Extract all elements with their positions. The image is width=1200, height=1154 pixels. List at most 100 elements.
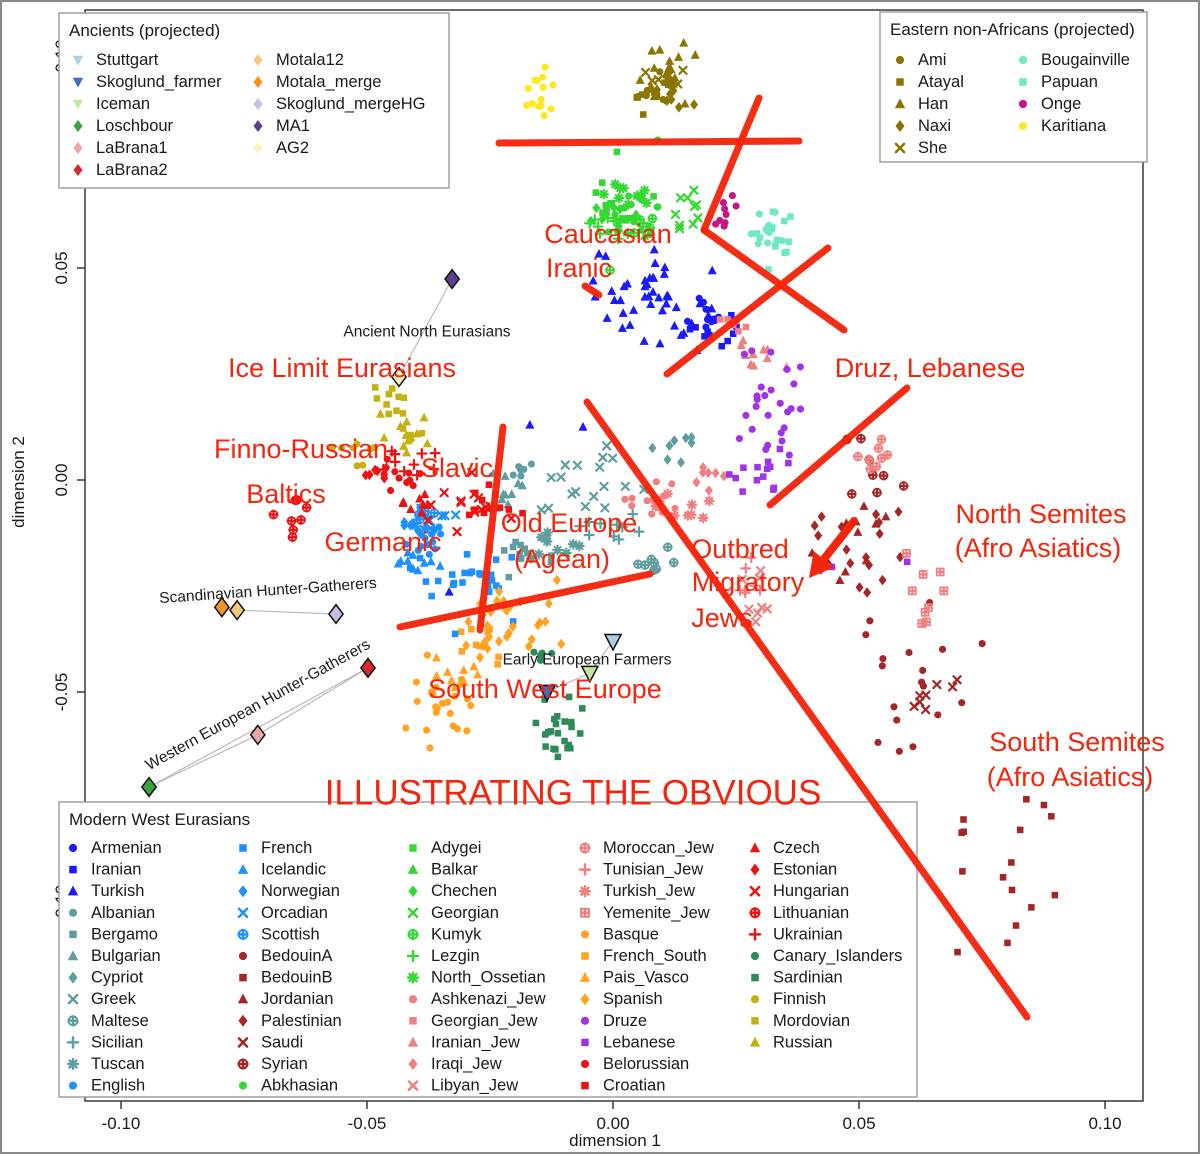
scatter-point-Onge: [722, 210, 730, 219]
scatter-point-Georgian: [688, 219, 698, 229]
scatter-point-Georgian: [693, 213, 703, 223]
population-cluster-Ukrainian: [377, 445, 441, 481]
scatter-point-Ashkenazi_Jew: [621, 495, 629, 503]
scatter-point-Tunisian_Jew: [745, 552, 757, 564]
scatter-point-BedouinB: [1004, 939, 1011, 947]
scatter-point-Chechen: [592, 202, 601, 214]
scatter-point-Hungarian: [467, 467, 477, 478]
red-annotation-label: Finno-Russian: [214, 434, 388, 464]
scatter-point-Iranian: [733, 323, 740, 330]
red-annotation-label: Germanic: [324, 527, 441, 557]
scatter-point-Spanish: [476, 652, 485, 663]
scatter-point-Karitiana: [539, 83, 547, 91]
scatter-point-Belorussian: [409, 482, 417, 490]
scatter-point-Turkish: [655, 338, 665, 348]
legend-label-Balkar: Balkar: [431, 861, 478, 879]
legend-label-Spanish: Spanish: [603, 990, 663, 1008]
legend-marker-BedouinB: [239, 973, 247, 982]
scatter-point-Palestinian: [896, 551, 905, 563]
legend-item-Turkish: Turkish: [67, 882, 144, 900]
legend-item-North_Ossetian: North_Ossetian: [406, 969, 546, 987]
legends: Ancients (projected) Eastern non-African…: [58, 11, 1148, 1098]
scatter-point-Bulgarian: [498, 489, 508, 499]
legend-marker-Iranian: [69, 865, 77, 874]
scatter-point-Druze: [767, 386, 775, 394]
population-cluster-Armenian: [683, 294, 723, 331]
scatter-point-Kumyk: [641, 221, 652, 232]
scatter-point-Mordovian: [383, 401, 390, 408]
legend-marker-Mordovian: [751, 1017, 759, 1025]
scatter-point-Iranian: [718, 342, 726, 350]
legend-label-Naxi: Naxi: [918, 117, 951, 135]
scatter-point-Syrian: [898, 480, 909, 491]
scatter-point-Maltese: [649, 565, 659, 576]
scatter-point-Iraqi_Jew: [711, 467, 720, 479]
scatter-point-Greek: [599, 481, 609, 492]
legend-marker-Canary_Islanders: [750, 951, 760, 961]
scatter-point-Iranian: [692, 324, 699, 331]
scatter-point-Turkish: [657, 305, 667, 315]
red-pen-annotations: Caucasian Iranic Ice Limit Eurasians Finno-…: [214, 94, 1165, 1021]
scatter-point-Armenian: [702, 305, 710, 313]
scatter-point-French: [448, 571, 456, 578]
scatter-point-Czech: [417, 507, 427, 517]
scatter-point-English: [425, 550, 433, 558]
scatter-point-Adygei: [650, 193, 657, 200]
scatter-point-Basque: [446, 709, 454, 718]
scatter-point-Sicilian: [633, 526, 645, 538]
scatter-point-BedouinA: [919, 666, 927, 674]
scatter-point-Lezgin: [584, 217, 596, 229]
scatter-point-Druze: [796, 363, 804, 371]
ancient-marker-Motala12: [229, 599, 246, 621]
scatter-point-North_Ossetian: [614, 182, 626, 194]
scatter-point-Palestinian: [894, 506, 903, 518]
scatter-point-Georgian_Jew: [735, 327, 742, 335]
scatter-point-Adygei: [638, 195, 646, 203]
legend-marker-Orcadian: [237, 907, 249, 919]
legend-label-MA1: MA1: [276, 117, 310, 135]
scatter-point-English: [424, 540, 432, 549]
scatter-point-Adygei: [619, 215, 626, 222]
scatter-point-Druze: [787, 405, 795, 413]
scatter-point-Russian: [399, 441, 409, 450]
scatter-point-French_South: [494, 661, 502, 668]
legend-item-Kumyk: Kumyk: [407, 925, 482, 943]
scatter-point-Turkish: [649, 244, 659, 254]
scatter-point-Icelandic: [408, 550, 418, 559]
scatter-point-Pais_Vasco: [473, 669, 483, 679]
scatter-point-BedouinA: [918, 678, 926, 686]
scatter-point-Hungarian: [456, 497, 466, 508]
scatter-point-Palestinian: [875, 528, 884, 539]
scatter-point-Maltese: [633, 559, 643, 570]
scatter-point-Sardinian: [578, 705, 586, 712]
scatter-point-Turkish: [640, 291, 650, 301]
scatter-point-Turkish: [663, 291, 673, 301]
scatter-point-Naxi: [674, 102, 683, 113]
scatter-point-Bulgarian: [500, 471, 510, 480]
red-annotation-label: Jews: [691, 603, 753, 633]
scatter-point-BedouinA: [878, 662, 886, 670]
scatter-point-Lebanese: [739, 488, 746, 495]
scatter-point-BedouinB: [958, 829, 965, 836]
scatter-point-Karitiana: [547, 105, 555, 113]
scatter-point-BedouinA: [874, 738, 882, 747]
x-tick-label: -0.05: [348, 1114, 387, 1133]
scatter-point-French: [476, 570, 483, 577]
legend-marker-Lithuanian: [749, 907, 761, 919]
scatter-point-Iraqi_Jew: [704, 485, 713, 496]
scatter-point-She: [664, 70, 675, 80]
connector-line: [237, 609, 337, 615]
legend-item-Papuan: Papuan: [1019, 73, 1098, 91]
scatter-point-Turkish: [646, 299, 656, 308]
legend-label-Palestinian: Palestinian: [261, 1012, 342, 1030]
legend-item-BedouinB: BedouinB: [239, 969, 333, 987]
scatter-point-She: [653, 74, 663, 85]
legend-item-Abkhasian: Abkhasian: [238, 1077, 338, 1095]
legend-title-ancients: Ancients (projected): [69, 21, 220, 40]
legend-marker-Jordanian: [237, 993, 249, 1004]
scatter-point-Basque: [463, 695, 471, 703]
scatter-point-BedouinA: [909, 743, 917, 751]
scatter-point-Ukrainian: [429, 447, 441, 459]
scatter-point-Mordovian: [407, 435, 415, 443]
scatter-point-Georgian: [689, 185, 699, 195]
